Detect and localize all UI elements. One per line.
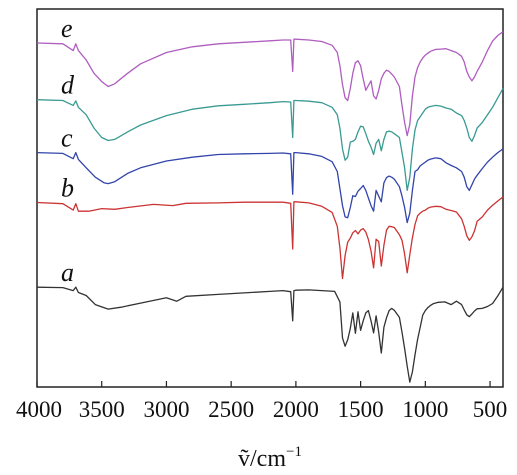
series-label-d: d (61, 71, 75, 100)
x-tick-label: 4000 (16, 397, 62, 422)
series-line-d (36, 88, 504, 192)
series-label-b: b (61, 174, 74, 203)
series-label-e: e (61, 14, 73, 43)
x-axis-ticks: 4000 3500 3000 2500 2000 1500 1000 500 (16, 381, 507, 422)
x-tick-label: 3000 (143, 397, 189, 422)
series-line-b (36, 196, 504, 280)
x-axis-label-superscript: −1 (286, 444, 302, 460)
x-axis-label: ṽ/cm−1 (238, 444, 302, 472)
x-tick-label: 2500 (208, 397, 254, 422)
series-line-e (36, 31, 504, 137)
x-tick-label: 500 (473, 397, 508, 422)
x-tick-label: 1500 (338, 397, 384, 422)
x-tick-label: 2000 (273, 397, 319, 422)
x-tick-label: 3500 (79, 397, 125, 422)
series-line-c (36, 148, 504, 224)
x-tick-label: 1000 (402, 397, 448, 422)
series-label-c: c (61, 124, 73, 153)
x-axis-label-main: ṽ/cm (238, 446, 286, 472)
series-layer (36, 31, 504, 383)
series-line-a (36, 286, 504, 383)
plot-frame (36, 8, 504, 388)
series-label-a: a (61, 258, 74, 287)
